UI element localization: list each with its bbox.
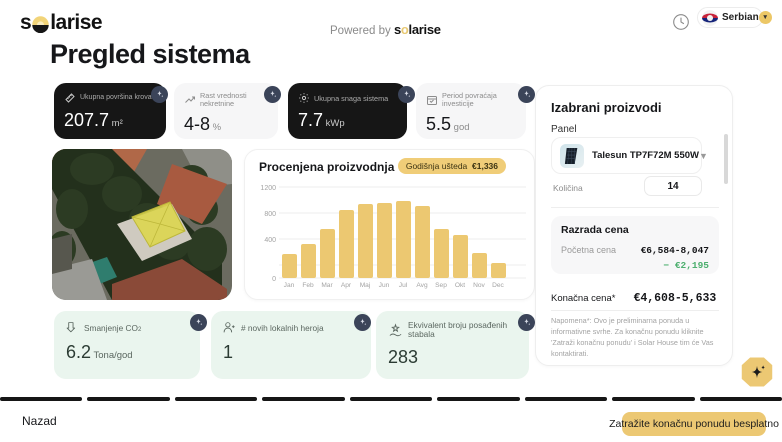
svg-text:Nov: Nov [473,282,485,289]
svg-text:Jan: Jan [284,282,295,289]
svg-text:Okt: Okt [455,282,465,289]
svg-text:0: 0 [272,276,276,283]
svg-text:Jun: Jun [379,282,390,289]
svg-text:Sep: Sep [435,282,447,289]
svg-text:400: 400 [264,237,276,244]
svg-text:Maj: Maj [360,282,371,289]
svg-text:Apr: Apr [341,282,352,289]
svg-text:Jul: Jul [399,282,408,289]
svg-text:Feb: Feb [302,282,314,289]
svg-text:Avg: Avg [416,282,428,289]
svg-text:Mar: Mar [321,282,333,289]
svg-text:Dec: Dec [492,282,504,289]
svg-text:800: 800 [264,211,276,218]
svg-text:1200: 1200 [260,185,276,192]
